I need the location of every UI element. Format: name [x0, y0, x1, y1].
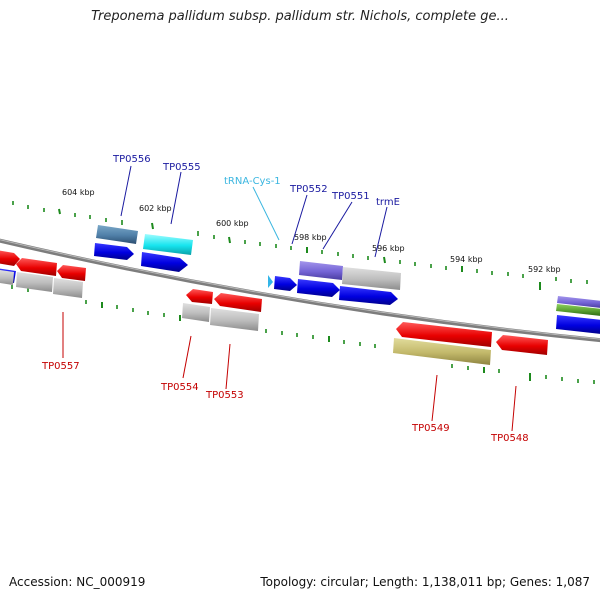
outer-tick-ring: [12, 201, 588, 290]
reverse-cds-track: [0, 250, 548, 355]
scale-labels: 604 kbp 602 kbp 600 kbp 598 kbp 596 kbp …: [62, 188, 561, 274]
scale-label-602: 602 kbp: [139, 204, 172, 213]
gene-bar-gray: [0, 270, 14, 285]
reverse-cds-arrow: [396, 322, 492, 347]
gene-label-tp0554: TP0554: [160, 382, 199, 393]
forward-cds-arrow: [339, 286, 398, 305]
forward-cds-track: [0, 243, 600, 334]
reverse-gene-labels: TP0557 TP0554 TP0553 TP0549 TP0548: [41, 361, 529, 444]
gene-bar-right-green: [556, 304, 600, 316]
trna-arrow: [268, 275, 273, 288]
forward-cds-arrow: [94, 243, 134, 260]
forward-gene-labels: TP0556 TP0555 tRNA-Cys-1 TP0552 TP0551 t…: [112, 154, 400, 208]
gene-label-tp0552: TP0552: [289, 184, 328, 195]
gene-label-tp0555: TP0555: [162, 162, 201, 173]
gene-label-tp0548: TP0548: [490, 433, 529, 444]
genome-stats-text: Topology: circular; Length: 1,138,011 bp…: [260, 575, 590, 589]
genome-backbone: [0, 238, 600, 343]
gene-bar-tp0549-cog: [393, 338, 491, 365]
reverse-cds-arrow: [0, 250, 20, 266]
gene-bar-tp0551-cog: [342, 267, 401, 290]
forward-cds-arrow: [297, 279, 340, 297]
gene-label-tp0553: TP0553: [205, 390, 244, 401]
accession-text: Accession: NC_000919: [9, 575, 146, 589]
gene-bar-tp0552-cog: [299, 261, 343, 280]
scale-label-600: 600 kbp: [216, 219, 249, 228]
gene-bar-right-purple: [557, 296, 600, 308]
gene-bar-tp0553-cog: [210, 308, 259, 331]
reverse-cds-arrow: [214, 293, 262, 312]
scale-label-592: 592 kbp: [528, 265, 561, 274]
reverse-cog-band: [0, 270, 491, 365]
gene-label-tp0551: TP0551: [331, 191, 370, 202]
gene-label-tp0549: TP0549: [411, 423, 450, 434]
gene-bar-gray: [53, 278, 83, 298]
label-leaders: [62, 165, 517, 432]
forward-cog-band: [96, 225, 600, 316]
scale-label-594: 594 kbp: [450, 255, 483, 264]
genome-backbone-highlight: [0, 239, 600, 340]
scale-label-596: 596 kbp: [372, 244, 405, 253]
forward-cds-arrow: [556, 315, 600, 334]
gene-bar-tp0555-cog: [143, 234, 193, 255]
scale-label-598: 598 kbp: [294, 233, 327, 242]
forward-cds-arrow: [141, 252, 188, 272]
reverse-cds-arrow: [16, 258, 57, 276]
gene-bar-tp0556-cog: [96, 225, 138, 244]
forward-cds-arrow: [274, 276, 297, 291]
gene-label-trme: trmE: [376, 197, 400, 208]
gene-bar-tp0554-cog: [182, 303, 210, 322]
reverse-cds-arrow: [496, 335, 548, 355]
gene-label-tp0556: TP0556: [112, 154, 151, 165]
map-title: Treponema pallidum subsp. pallidum str. …: [91, 9, 509, 24]
gene-label-trna-cys-1: tRNA-Cys-1: [224, 176, 281, 187]
scale-label-604: 604 kbp: [62, 188, 95, 197]
gene-bar-gray: [16, 272, 53, 292]
reverse-cds-arrow: [186, 289, 213, 304]
reverse-cds-arrow: [57, 265, 86, 281]
gene-label-tp0557: TP0557: [41, 361, 80, 372]
